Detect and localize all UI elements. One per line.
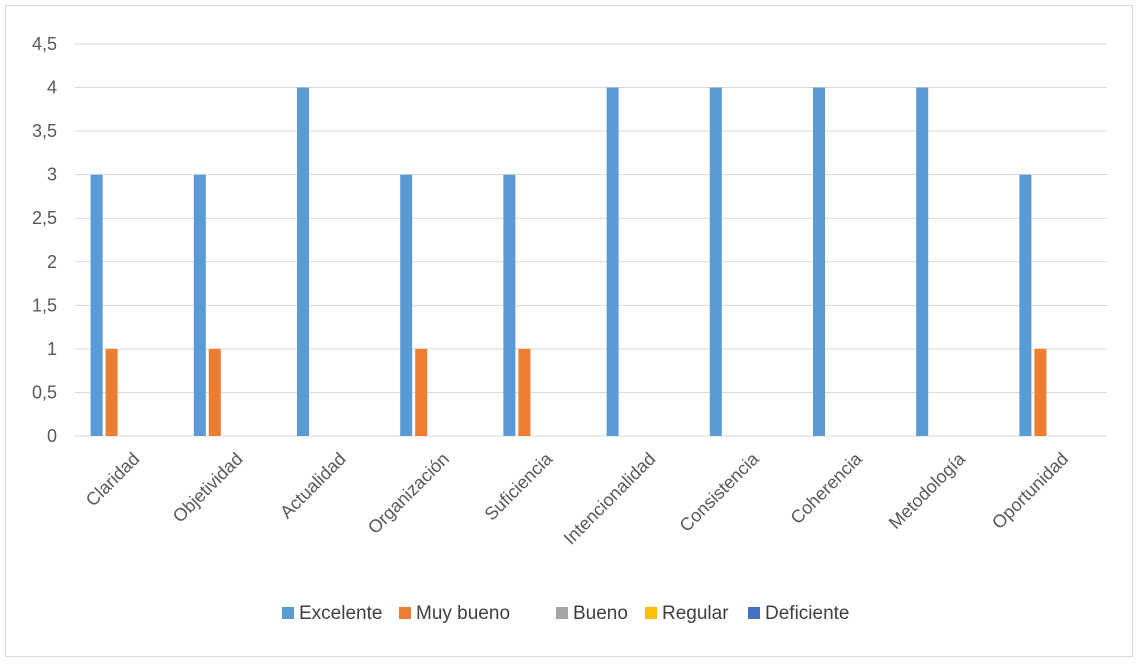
bar-excelente [606, 87, 619, 437]
legend-swatch [645, 607, 657, 619]
x-tick-label: Coherencia [787, 448, 867, 528]
bar-excelente [400, 174, 413, 436]
bar-excelente [709, 87, 722, 437]
bar-excelente [90, 174, 103, 436]
legend-label: Muy bueno [416, 603, 510, 624]
legend-swatch [748, 607, 760, 619]
chart-frame: 0 0,5 1 1,5 2 2,5 3 3,5 4 4,5 Claridad Objetividad… [5, 5, 1133, 657]
bar-excelente [503, 174, 516, 436]
bar-excelente [1019, 174, 1032, 436]
bar-chart: 0 0,5 1 1,5 2 2,5 3 3,5 4 4,5 Claridad Objetividad… [32, 34, 1107, 624]
y-tick-label: 2 [47, 252, 57, 272]
bar-muy-bueno [518, 348, 531, 436]
bar-muy-bueno [208, 348, 221, 436]
bar-muy-bueno [415, 348, 428, 436]
x-tick-label: Oportunidad [988, 449, 1072, 533]
x-tick-label: Actualidad [276, 449, 350, 523]
y-tick-label: 3 [47, 165, 57, 185]
x-tick-label: Objetividad [169, 449, 247, 527]
legend-swatch [282, 607, 294, 619]
y-tick-label: 4,5 [32, 34, 57, 54]
y-tick-label: 0,5 [32, 382, 57, 402]
legend-label: Excelente [299, 603, 382, 624]
y-axis-ticks: 0 0,5 1 1,5 2 2,5 3 3,5 4 4,5 [32, 34, 57, 446]
legend-swatch [556, 607, 568, 619]
bar-excelente [813, 87, 825, 437]
y-tick-label: 1 [47, 339, 57, 359]
x-tick-label: Consistencia [676, 448, 764, 536]
bars [90, 87, 1047, 437]
y-tick-label: 0 [47, 426, 57, 446]
y-tick-label: 3,5 [32, 121, 57, 141]
x-tick-label: Claridad [82, 449, 144, 511]
legend: Excelente Muy bueno Bueno Regular Deficiente [282, 603, 850, 624]
y-tick-label: 2,5 [32, 208, 57, 228]
legend-label: Deficiente [765, 603, 850, 624]
x-tick-label: Suficiencia [481, 448, 557, 524]
bar-excelente [916, 87, 929, 437]
legend-label: Regular [662, 603, 729, 624]
x-tick-label: Organización [364, 449, 453, 538]
y-tick-label: 1,5 [32, 295, 57, 315]
bar-muy-bueno [105, 348, 118, 436]
bar-excelente [297, 87, 309, 437]
x-tick-label: Metodología [885, 448, 970, 533]
y-tick-label: 4 [47, 78, 57, 98]
bar-muy-bueno [1034, 348, 1047, 436]
x-axis-ticks: Claridad Objetividad Actualidad Organizació… [82, 448, 1072, 548]
legend-label: Bueno [573, 603, 628, 624]
gridlines [75, 43, 1107, 437]
legend-swatch [399, 607, 411, 619]
x-tick-label: Intencionalidad [560, 449, 660, 549]
bar-excelente [193, 174, 206, 436]
